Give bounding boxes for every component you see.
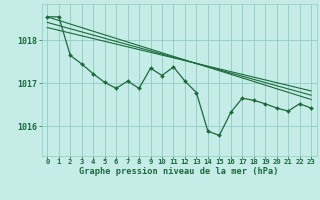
- X-axis label: Graphe pression niveau de la mer (hPa): Graphe pression niveau de la mer (hPa): [79, 167, 279, 176]
